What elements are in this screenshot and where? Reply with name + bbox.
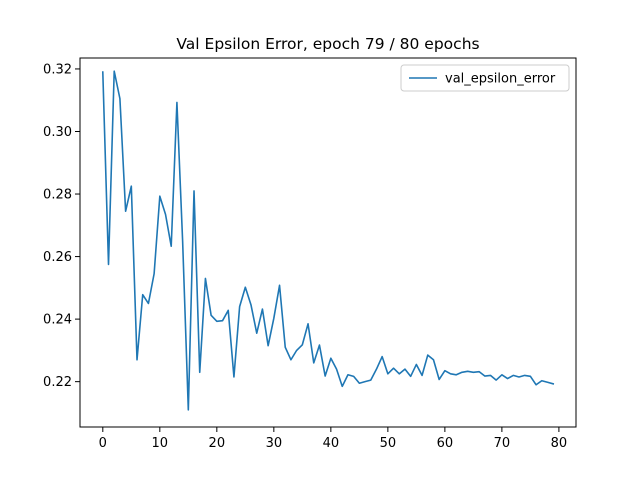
- x-tick-label: 70: [494, 436, 511, 451]
- x-tick-label: 50: [380, 436, 397, 451]
- x-tick-label: 80: [551, 436, 568, 451]
- y-tick-label: 0.24: [43, 313, 72, 328]
- x-tick-label: 0: [99, 436, 107, 451]
- legend-box: [400, 64, 570, 92]
- plot-lines: [101, 70, 555, 411]
- legend-label: val_epsilon_error: [445, 72, 556, 87]
- y-tick-label: 0.28: [43, 188, 72, 203]
- y-tick-label: 0.30: [43, 125, 72, 140]
- y-tick-label: 0.32: [43, 62, 72, 77]
- legend: val_epsilon_error: [400, 64, 570, 92]
- series-line: [101, 70, 555, 411]
- x-tick-label: 40: [323, 436, 340, 451]
- y-axis: 0.22 0.24 0.26 0.28 0.30 0.32: [43, 62, 80, 390]
- y-tick-label: 0.26: [43, 250, 72, 265]
- x-axis: 0 10 20 30 40 50 60 70 80: [99, 427, 568, 451]
- chart-title: Val Epsilon Error, epoch 79 / 80 epochs: [176, 35, 479, 53]
- x-tick-label: 20: [209, 436, 226, 451]
- plot-frame: [79, 57, 577, 428]
- x-tick-label: 60: [437, 436, 454, 451]
- x-tick-label: 10: [152, 436, 169, 451]
- x-tick-label: 30: [266, 436, 283, 451]
- y-tick-label: 0.22: [43, 375, 72, 390]
